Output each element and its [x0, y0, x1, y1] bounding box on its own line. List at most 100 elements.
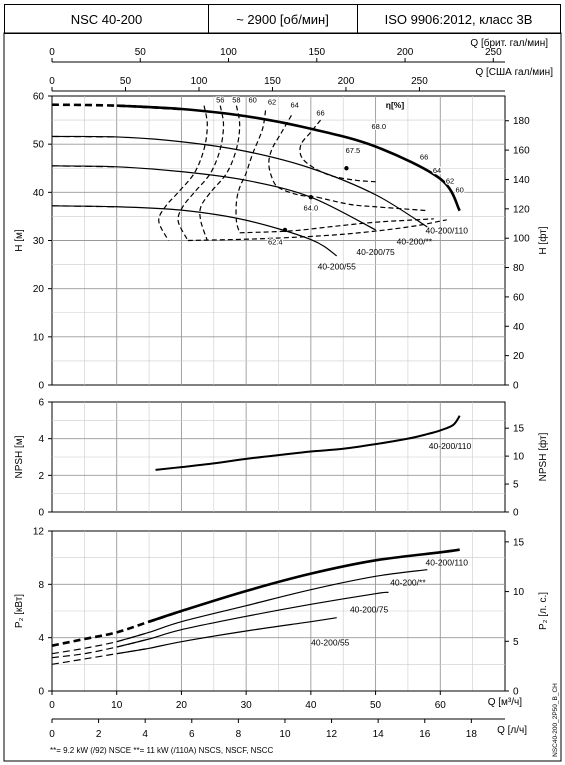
efficiency-curve [158, 105, 208, 241]
q-m3h-axis-label: Q [м³/ч] [488, 697, 523, 708]
npsh-m-axis-tick-label: 6 [38, 398, 44, 409]
p-hp-axis-tick-label: 10 [513, 587, 525, 598]
q-usa-axis-tick-label: 150 [264, 76, 281, 87]
q-ls-axis-tick-label: 16 [419, 729, 431, 740]
efficiency-label: 66 [420, 153, 428, 162]
h-m-axis-tick-label: 0 [38, 381, 44, 392]
efficiency-curve [239, 218, 434, 234]
q-usa-axis-tick-label: 200 [338, 76, 355, 87]
npsh-m-axis-tick-label: 0 [38, 508, 44, 519]
h-ft-axis-tick-label: 60 [513, 292, 525, 303]
efficiency-label: 58 [232, 96, 240, 105]
power-curve-label: 40-200/110 [426, 558, 469, 568]
p-kw-axis-tick-label: 12 [33, 527, 45, 538]
head-curve-label: 40-200/75 [356, 247, 395, 257]
q-m3h-axis-tick-label: 0 [49, 700, 55, 711]
npsh-chart: 40-200/110 [51, 401, 506, 513]
head-curve-label: 40-200/55 [318, 261, 357, 271]
h-m-axis-label: H [м] [14, 229, 25, 252]
p-kw-axis-tick-label: 4 [38, 633, 44, 644]
q-brit-axis-tick-label: 100 [220, 47, 237, 58]
efficiency-label: 66 [316, 108, 324, 117]
npsh-m-axis-label: NPSH [м] [14, 435, 25, 478]
p-hp-axis-label: P₂ [л. с.] [538, 592, 549, 630]
efficiency-label: 64 [433, 166, 441, 175]
efficiency-curve [177, 105, 225, 241]
q-m3h-axis-tick-label: 20 [176, 700, 188, 711]
p-kw-axis-tick-label: 0 [38, 687, 44, 698]
head-curve-label: 40-200/110 [426, 225, 469, 235]
p-hp-axis-tick-label: 5 [513, 637, 519, 648]
power-curve-dashed [51, 631, 150, 655]
efficiency-label: 62 [268, 98, 276, 107]
q-brit-axis-tick-label: 50 [135, 47, 147, 58]
q-usa-axis-tick-label: 50 [120, 76, 132, 87]
efficiency-label: 67.5 [346, 146, 361, 155]
side-code: NSC40-200_2P50_B_CH [552, 683, 559, 757]
npsh-ft-axis-tick-label: 10 [513, 452, 525, 463]
power-curve-solid [116, 617, 337, 655]
q-ls-axis-tick-label: 4 [142, 729, 148, 740]
footnote: **= 9.2 kW (/92) NSCE **= 11 kW (/110A) … [50, 746, 274, 755]
h-m-axis-tick-label: 10 [33, 332, 45, 343]
q-usa-axis-tick-label: 100 [191, 76, 208, 87]
efficiency-curve [299, 119, 376, 183]
h-ft-axis-tick-label: 180 [513, 116, 530, 127]
efficiency-label: 68.0 [372, 122, 387, 131]
efficiency-label: 62 [446, 177, 454, 186]
standard-label: ISO 9906:2012, класс 3B [384, 11, 533, 27]
h-ft-axis-tick-label: 160 [513, 146, 530, 157]
q-ls-axis-label: Q [л/ч] [497, 725, 527, 736]
head-curve-label: 40-200/** [397, 236, 433, 246]
h-ft-axis-label: H [фт] [537, 226, 549, 254]
q-ls-axis-tick-label: 2 [96, 729, 102, 740]
q-usa-axis-tick-label: 250 [411, 76, 428, 87]
npsh-ft-axis-tick-label: 15 [513, 424, 525, 435]
power-curve-solid [116, 569, 428, 643]
q-m3h-axis-tick-label: 30 [241, 700, 253, 711]
efficiency-curve [268, 114, 318, 198]
npsh-m-axis-tick-label: 2 [38, 471, 44, 482]
h-m-axis-tick-label: 60 [33, 92, 45, 103]
p-hp-axis-tick-label: 15 [513, 537, 525, 548]
p-hp-axis-tick-label: 0 [513, 687, 519, 698]
q-ls-axis-tick-label: 14 [373, 729, 385, 740]
model-title: NSC 40-200 [70, 11, 143, 27]
q-ls-axis-tick-label: 6 [189, 729, 195, 740]
eta-title: η[%] [386, 100, 405, 110]
efficiency-curve [187, 219, 447, 242]
h-m-axis-tick-label: 40 [33, 188, 45, 199]
npsh-ft-axis-tick-label: 5 [513, 480, 519, 491]
npsh-m-axis-tick-label: 4 [38, 434, 44, 445]
efficiency-point [344, 166, 349, 171]
efficiency-point [308, 194, 314, 200]
p-kw-axis-label: P₂ [кВт] [14, 594, 25, 628]
h-ft-axis-tick-label: 80 [513, 263, 525, 274]
head-curve-solid [116, 104, 461, 212]
efficiency-curve [199, 105, 241, 241]
efficiency-label: 60 [248, 96, 256, 105]
power-curve-label: 40-200/75 [350, 604, 389, 614]
efficiency-label: 64 [291, 101, 299, 110]
q-usa-axis-tick-label: 0 [49, 76, 55, 87]
q-m3h-axis-tick-label: 60 [435, 700, 447, 711]
head-curve-solid [51, 135, 428, 228]
efficiency-label: 64.0 [304, 204, 319, 213]
npsh-curve-solid [155, 415, 461, 471]
head-curve-solid [51, 205, 338, 257]
q-m3h-axis-tick-label: 10 [111, 700, 123, 711]
h-ft-axis-tick-label: 20 [513, 351, 525, 362]
q-ls-axis-tick-label: 10 [279, 729, 291, 740]
efficiency-label: 60 [456, 185, 464, 194]
q-brit-axis-tick-label: 200 [397, 47, 414, 58]
npsh-ft-axis-label: NPSH [фт] [537, 432, 549, 481]
efficiency-point [282, 227, 288, 233]
h-m-axis-tick-label: 30 [33, 236, 45, 247]
power-curve-solid [148, 548, 460, 623]
efficiency-curve [235, 110, 267, 233]
